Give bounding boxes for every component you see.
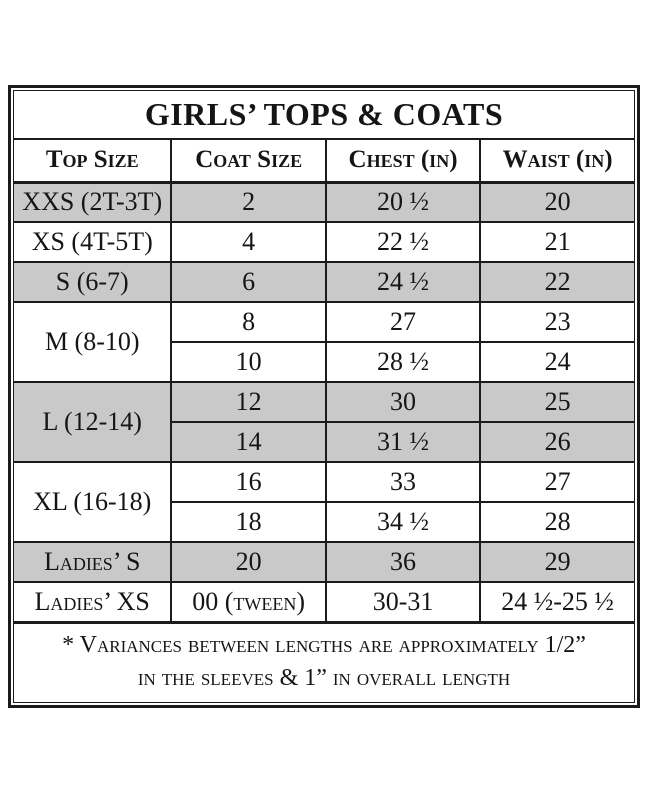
table-row-m-2: 10 28 ½ 24: [14, 341, 634, 383]
cell-waist: 27: [479, 461, 634, 503]
table-row-ladies-xs: Ladies’ XS 00 (tween) 30-31 24 ½-25 ½: [14, 581, 634, 623]
table-row-xxs: XXS (2T-3T) 2 20 ½ 20: [14, 181, 634, 223]
cell-top-size: S (6-7): [14, 261, 173, 303]
cell-waist: 20: [479, 181, 634, 223]
cell-chest: 34 ½: [324, 501, 482, 543]
footnote-line-1: * Variances between lengths are approxim…: [62, 631, 586, 658]
column-header-top-size: Top Size: [14, 138, 173, 184]
cell-waist: 26: [479, 421, 634, 463]
cell-top-size: Ladies’ XS: [14, 581, 173, 623]
table-row-xs: XS (4T-5T) 4 22 ½ 21: [14, 221, 634, 263]
cell-waist: 21: [479, 221, 634, 263]
cell-chest: 33: [324, 461, 482, 503]
table-row-s: S (6-7) 6 24 ½ 22: [14, 261, 634, 303]
table-row-l-1: L (12-14) 12 30 25: [14, 381, 634, 463]
cell-coat-size: 00 (tween): [170, 581, 327, 623]
cell-chest: 36: [324, 541, 482, 583]
cell-coat-size: 6: [170, 261, 327, 303]
cell-waist: 22: [479, 261, 634, 303]
table-row-ladies-s: Ladies’ S 20 36 29: [14, 541, 634, 583]
cell-coat-size: 4: [170, 221, 327, 263]
cell-top-size: Ladies’ S: [14, 541, 173, 583]
cell-waist: 25: [479, 381, 634, 423]
cell-top-size: XXS (2T-3T): [14, 181, 173, 223]
table-frame-outer: GIRLS’ TOPS & COATS Top Size Coat Size C…: [8, 85, 640, 708]
column-header-coat-size: Coat Size: [170, 138, 327, 184]
cell-coat-size: 14: [171, 421, 327, 463]
table-row-xl-2: 18 34 ½ 28: [14, 501, 634, 543]
cell-top-size: L (12-14): [14, 381, 173, 463]
cell-chest: 24 ½: [324, 261, 482, 303]
cell-waist: 28: [479, 501, 634, 543]
cell-chest: 20 ½: [324, 181, 482, 223]
cell-chest: 30-31: [324, 581, 482, 623]
cell-chest: 31 ½: [324, 421, 482, 463]
cell-waist: 24 ½-25 ½: [479, 581, 634, 623]
footnote-line-2: in the sleeves & 1” in overall length: [137, 664, 511, 691]
cell-waist: 29: [479, 541, 634, 583]
cell-coat-size: 10: [171, 341, 327, 383]
column-header-waist-in: Waist (in): [479, 138, 634, 184]
header-row: Top Size Coat Size Chest (in) Waist (in): [14, 138, 634, 184]
cell-top-size: XL (16-18): [14, 461, 173, 543]
cell-coat-size: 16: [170, 461, 327, 503]
cell-waist: 23: [479, 301, 634, 343]
table-row-xl-1: XL (16-18) 16 33 27: [14, 461, 634, 543]
cell-coat-size: 18: [171, 501, 327, 543]
cell-top-size: M (8-10): [14, 301, 173, 383]
cell-chest: 30: [324, 381, 482, 423]
title-row: GIRLS’ TOPS & COATS: [14, 91, 634, 140]
cell-top-size: XS (4T-5T): [14, 221, 173, 263]
footnote-row: * Variances between lengths are approxim…: [14, 620, 634, 702]
cell-coat-size: 20: [170, 541, 327, 583]
cell-coat-size: 8: [170, 301, 327, 343]
cell-coat-size: 12: [170, 381, 327, 423]
table-frame-inner: GIRLS’ TOPS & COATS Top Size Coat Size C…: [13, 90, 635, 703]
table-row-m-1: M (8-10) 8 27 23: [14, 301, 634, 383]
table-row-l-2: 14 31 ½ 26: [14, 421, 634, 463]
cell-chest: 22 ½: [324, 221, 482, 263]
cell-waist: 24: [479, 341, 634, 383]
cell-chest: 27: [324, 301, 482, 343]
table-title: GIRLS’ TOPS & COATS: [14, 91, 634, 140]
footnote: * Variances between lengths are approxim…: [14, 620, 634, 702]
cell-chest: 28 ½: [324, 341, 482, 383]
column-header-chest-in: Chest (in): [324, 138, 482, 184]
size-chart-table: GIRLS’ TOPS & COATS Top Size Coat Size C…: [14, 91, 634, 702]
cell-coat-size: 2: [170, 181, 327, 223]
